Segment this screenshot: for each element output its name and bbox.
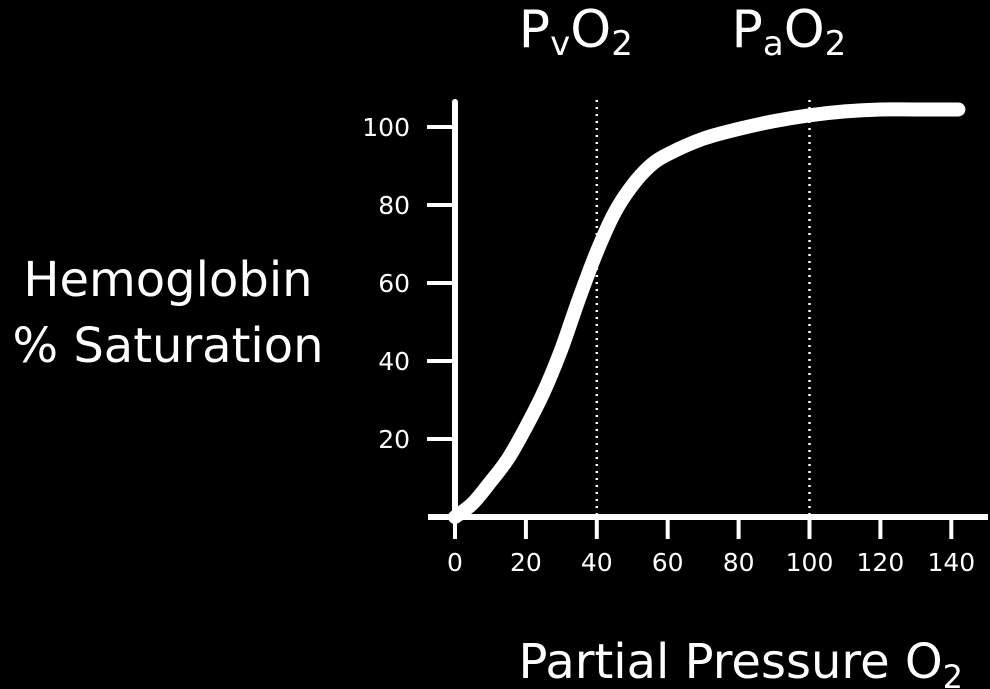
x-axis-label: Partial Pressure O2: [519, 634, 963, 689]
y-tick-label: 40: [378, 347, 410, 376]
reference-label-label-main: P: [732, 0, 763, 60]
x-tick-label: 120: [857, 548, 905, 577]
x-tick-label: 80: [723, 548, 755, 577]
reference-label-label-tail-sub: 2: [825, 24, 847, 64]
x-tick-label: 60: [652, 548, 684, 577]
x-tick-label: 0: [447, 548, 463, 577]
y-tick-label: 100: [362, 113, 410, 142]
x-ticks: 0 20 40 60 80 100 120 140: [447, 517, 975, 577]
y-ticks: 20 40 60 80 100: [362, 113, 455, 454]
x-tick-label: 100: [786, 548, 834, 577]
saturation-curve: [448, 102, 966, 524]
y-tick-label: 60: [378, 269, 410, 298]
reference-labels: PvO2 PaO2: [519, 0, 846, 64]
y-tick-label: 20: [378, 425, 410, 454]
reference-label-label-tail: O: [570, 0, 611, 60]
y-axis-label-line-2: % Saturation: [12, 318, 323, 374]
y-tick-label: 80: [378, 191, 410, 220]
reference-label: PvO2: [519, 0, 633, 64]
x-axis-label-main: Partial Pressure O: [519, 634, 943, 689]
y-axis-label-line-1: Hemoglobin: [23, 252, 312, 308]
reference-label-label-main: P: [519, 0, 550, 60]
x-tick-label: 40: [581, 548, 613, 577]
reference-label-label-sub: v: [550, 24, 570, 64]
reference-label-label-sub: a: [763, 24, 784, 64]
x-tick-label: 20: [510, 548, 542, 577]
axes: [428, 99, 988, 520]
x-axis-label-subscript: 2: [943, 658, 963, 689]
x-tick-label: 140: [927, 548, 975, 577]
reference-label-label-tail: O: [784, 0, 825, 60]
reference-label: PaO2: [732, 0, 847, 64]
reference-label-label-tail-sub: 2: [611, 24, 633, 64]
reference-lines: [595, 100, 811, 517]
